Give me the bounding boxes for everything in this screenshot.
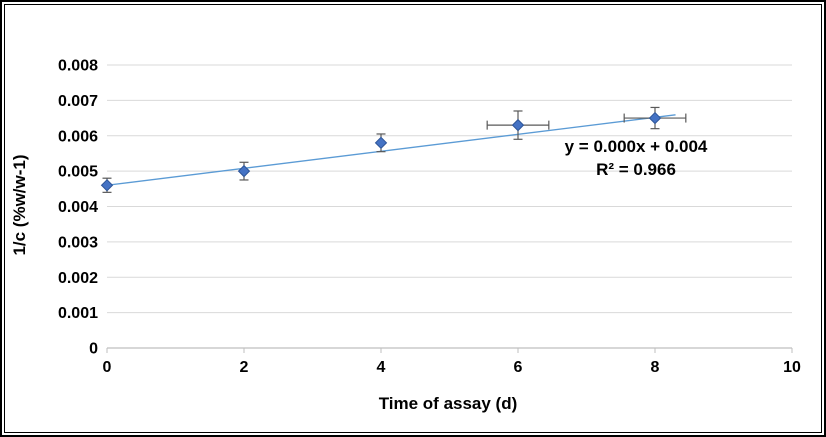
y-tick-label: 0.007: [58, 93, 98, 110]
x-tick-label: 4: [377, 359, 386, 376]
y-tick-label: 0: [89, 341, 98, 358]
y-tick-label: 0.005: [58, 164, 98, 181]
data-point-marker: [374, 136, 388, 150]
trendline-annotation: y = 0.000x + 0.004 R² = 0.966: [516, 135, 756, 181]
data-point-marker: [511, 118, 525, 132]
y-tick-label: 0.006: [58, 128, 98, 145]
data-point-marker: [648, 111, 662, 125]
trendline-line: [106, 114, 676, 186]
x-tick-label: 10: [783, 359, 801, 376]
gridlines: [107, 64, 792, 314]
data-point-marker: [100, 179, 114, 192]
axes: [106, 347, 793, 353]
data-markers: [100, 111, 662, 192]
y-tick-label: 0.003: [58, 234, 98, 251]
trendline-r-squared: R² = 0.966: [596, 160, 676, 179]
tick-labels: 0 0.001 0.002 0.003 0.004 0.005 0.006 0.007 0.00…: [58, 58, 801, 377]
y-axis-title: 1/c (%w/w-1): [10, 154, 29, 256]
y-tick-label: 0.002: [58, 270, 98, 287]
y-tick-label: 0.008: [58, 58, 98, 75]
x-tick-label: 6: [514, 359, 523, 376]
data-point-marker: [237, 164, 251, 178]
x-tick-label: 0: [103, 359, 112, 376]
y-tick-label: 0.001: [58, 305, 98, 322]
x-axis-title: Time of assay (d): [378, 394, 518, 413]
y-tick-label: 0.004: [58, 199, 98, 216]
trendline-equation: y = 0.000x + 0.004: [564, 137, 708, 156]
trendline-group: [106, 114, 676, 186]
x-tick-label: 2: [240, 359, 249, 376]
x-tick-label: 8: [651, 359, 660, 376]
